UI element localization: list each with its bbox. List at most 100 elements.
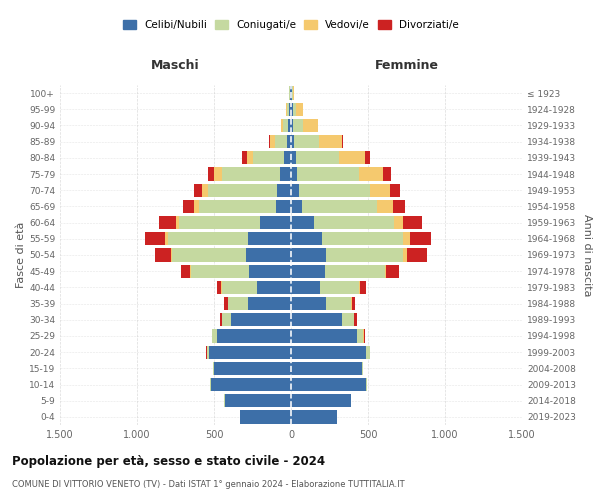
Bar	[392, 200, 405, 213]
Bar	[208, 168, 214, 180]
Bar	[299, 184, 370, 197]
Bar	[385, 264, 386, 278]
Bar	[288, 119, 291, 132]
Bar	[291, 330, 357, 342]
Bar	[179, 216, 260, 230]
Legend: Celibi/Nubili, Coniugati/e, Vedovi/e, Divorziati/e: Celibi/Nubili, Coniugati/e, Vedovi/e, Di…	[119, 16, 463, 34]
Bar	[383, 168, 391, 180]
Bar	[314, 216, 394, 230]
Bar	[222, 313, 231, 326]
Bar	[181, 264, 190, 278]
Bar	[247, 151, 253, 164]
Bar	[286, 102, 287, 116]
Bar	[248, 232, 291, 245]
Bar	[207, 346, 209, 359]
Bar	[291, 119, 293, 132]
Text: Popolazione per età, sesso e stato civile - 2024: Popolazione per età, sesso e stato civil…	[12, 455, 325, 468]
Bar	[359, 168, 383, 180]
Bar	[209, 346, 291, 359]
Y-axis label: Anni di nascita: Anni di nascita	[581, 214, 592, 296]
Bar	[194, 200, 199, 213]
Bar	[222, 168, 280, 180]
Bar	[166, 232, 168, 245]
Bar	[283, 119, 288, 132]
Bar	[222, 280, 257, 294]
Bar	[247, 248, 291, 262]
Bar	[294, 135, 319, 148]
Bar	[403, 232, 410, 245]
Bar	[183, 200, 194, 213]
Y-axis label: Fasce di età: Fasce di età	[16, 222, 26, 288]
Bar	[293, 119, 302, 132]
Bar	[291, 216, 314, 230]
Bar	[302, 200, 377, 213]
Bar	[391, 184, 400, 197]
Bar	[407, 248, 427, 262]
Bar	[289, 86, 290, 100]
Bar	[171, 248, 172, 262]
Bar	[202, 184, 208, 197]
Bar	[291, 362, 362, 375]
Bar	[291, 313, 342, 326]
Bar	[291, 232, 322, 245]
Bar	[320, 280, 359, 294]
Bar	[291, 410, 337, 424]
Bar	[191, 264, 250, 278]
Bar	[293, 102, 296, 116]
Bar	[225, 394, 291, 407]
Bar	[297, 168, 359, 180]
Bar	[342, 313, 354, 326]
Bar	[224, 297, 227, 310]
Bar	[175, 216, 179, 230]
Bar	[158, 216, 176, 230]
Bar	[220, 313, 221, 326]
Bar	[291, 280, 320, 294]
Bar	[355, 313, 357, 326]
Bar	[394, 216, 403, 230]
Bar	[270, 135, 275, 148]
Bar	[291, 135, 294, 148]
Bar	[292, 86, 293, 100]
Bar	[231, 313, 291, 326]
Bar	[289, 102, 291, 116]
Bar	[168, 232, 248, 245]
Bar	[403, 216, 422, 230]
Bar	[214, 362, 291, 375]
Bar	[242, 151, 247, 164]
Bar	[326, 297, 351, 310]
Bar	[291, 168, 297, 180]
Bar	[214, 168, 222, 180]
Bar	[155, 248, 171, 262]
Bar	[284, 151, 291, 164]
Bar	[217, 330, 291, 342]
Bar	[339, 151, 365, 164]
Bar	[290, 86, 291, 100]
Bar	[291, 297, 326, 310]
Bar	[291, 394, 351, 407]
Bar	[281, 119, 283, 132]
Bar	[257, 280, 291, 294]
Bar	[248, 297, 291, 310]
Bar	[365, 151, 370, 164]
Bar	[357, 330, 364, 342]
Bar	[208, 184, 277, 197]
Bar	[240, 410, 291, 424]
Bar	[325, 264, 385, 278]
Bar	[377, 200, 392, 213]
Bar	[280, 168, 291, 180]
Bar	[364, 330, 365, 342]
Bar	[319, 135, 342, 148]
Bar	[275, 135, 287, 148]
Bar	[217, 280, 221, 294]
Bar	[293, 86, 294, 100]
Bar	[367, 346, 370, 359]
Bar	[403, 248, 407, 262]
Bar	[287, 102, 289, 116]
Bar	[228, 297, 248, 310]
Bar	[302, 119, 318, 132]
Bar	[291, 86, 292, 100]
Bar	[253, 151, 284, 164]
Bar	[172, 248, 247, 262]
Bar	[260, 216, 291, 230]
Bar	[342, 135, 343, 148]
